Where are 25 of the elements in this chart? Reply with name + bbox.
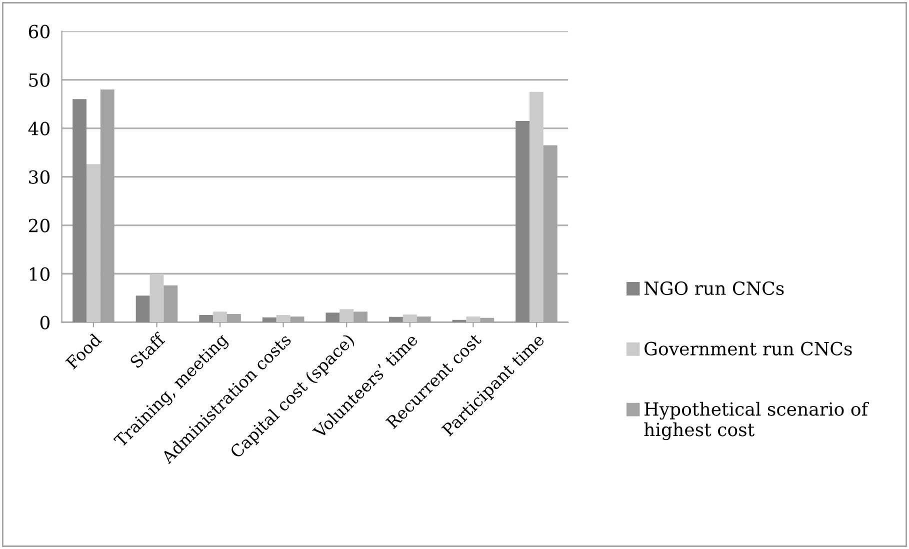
bar xyxy=(389,316,403,322)
bar xyxy=(276,314,290,322)
bar xyxy=(150,274,164,322)
bar xyxy=(340,309,354,322)
y-tick-label: 10 xyxy=(30,267,50,281)
bar xyxy=(213,312,227,322)
bar xyxy=(530,92,544,322)
bar xyxy=(136,296,150,322)
y-tick-label: 30 xyxy=(29,170,50,184)
y-tick-label: 40 xyxy=(28,122,50,136)
bar xyxy=(402,314,417,322)
bar xyxy=(199,314,214,322)
bar xyxy=(516,121,530,322)
bar xyxy=(262,317,276,322)
legend-label: Hypothetical scenario of highest cost xyxy=(644,402,870,440)
bar xyxy=(466,316,480,322)
y-tick-label: 50 xyxy=(29,73,50,87)
y-tick-label: 0 xyxy=(40,316,50,330)
bar xyxy=(72,99,86,322)
bar xyxy=(326,312,340,322)
legend-label: Government run CNCs xyxy=(644,342,852,356)
y-tick-label: 20 xyxy=(28,218,50,232)
y-tick-label: 60 xyxy=(28,24,50,38)
legend-label: NGO run CNCs xyxy=(644,281,784,296)
bar xyxy=(86,164,100,322)
